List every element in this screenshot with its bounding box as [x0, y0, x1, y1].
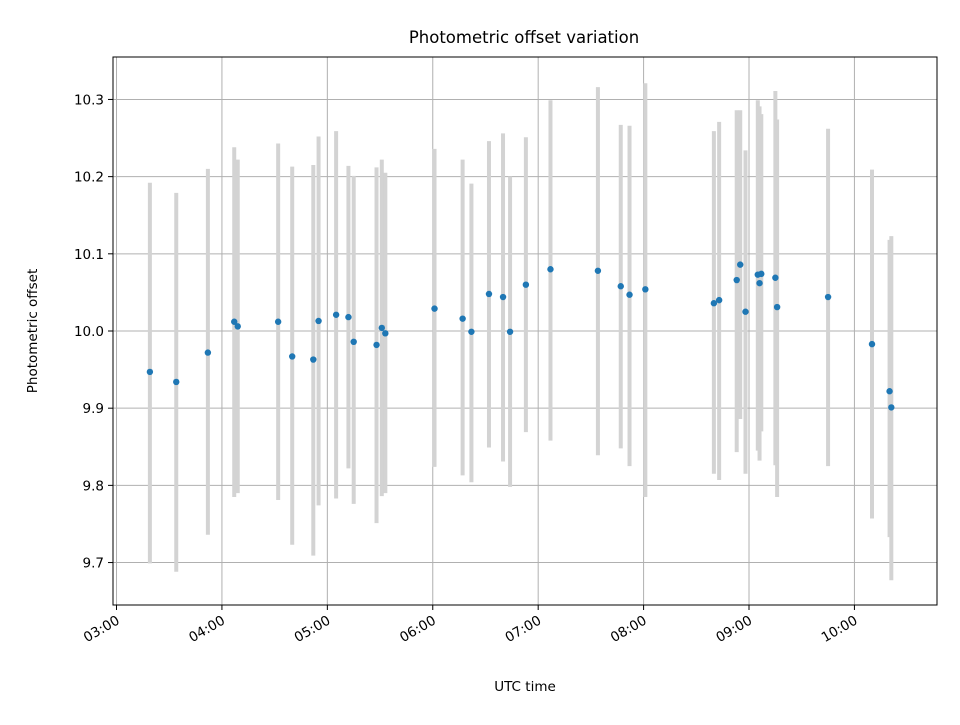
y-axis-label: Photometric offset	[25, 269, 41, 393]
x-tick-label: 08:00	[608, 613, 650, 646]
data-point	[204, 349, 212, 356]
data-point	[310, 356, 317, 363]
data-point	[468, 328, 475, 335]
data-point	[868, 340, 876, 348]
data-point	[350, 338, 357, 346]
data-point	[274, 318, 282, 325]
data-point	[499, 293, 507, 301]
x-tick-label: 03:00	[81, 613, 123, 646]
data-point	[758, 270, 765, 278]
data-point	[289, 353, 296, 360]
x-axis-label: UTC time	[494, 679, 556, 695]
y-tick-label: 10.1	[74, 247, 104, 263]
x-tick-label: 05:00	[292, 613, 334, 646]
data-point	[742, 308, 749, 315]
x-tick-label: 07:00	[502, 613, 544, 646]
data-point	[886, 388, 893, 395]
data-point	[315, 317, 322, 325]
data-point	[146, 368, 154, 376]
x-tick-label: 04:00	[186, 613, 228, 646]
data-point	[715, 296, 723, 304]
y-tick-label: 10.2	[74, 170, 104, 186]
chart-title: Photometric offset variation	[409, 28, 639, 47]
data-point	[594, 267, 602, 274]
y-tick-label: 9.8	[83, 478, 104, 494]
data-point	[522, 281, 530, 288]
data-point	[332, 311, 340, 318]
data-point	[345, 313, 352, 321]
data-point	[173, 378, 180, 386]
y-tick-label: 9.9	[83, 401, 104, 417]
data-point	[506, 328, 514, 335]
data-point	[231, 318, 238, 325]
y-tick-label: 10.3	[74, 92, 104, 108]
x-tick-label: 10:00	[819, 613, 861, 646]
data-point	[459, 315, 466, 322]
data-point	[737, 261, 744, 268]
data-point	[733, 276, 740, 284]
data-point	[431, 305, 438, 312]
data-point	[642, 286, 649, 293]
data-points	[146, 261, 895, 411]
data-point	[378, 324, 386, 332]
data-point	[382, 330, 389, 337]
data-point	[772, 274, 779, 281]
data-point	[710, 300, 718, 307]
x-tick-label: 06:00	[397, 613, 439, 646]
data-point	[888, 404, 895, 411]
y-axis: 9.7 9.8 9.9 10.0 10.1 10.2 10.3	[74, 92, 113, 572]
data-point	[373, 341, 380, 349]
error-bars	[147, 83, 894, 581]
data-point	[547, 266, 554, 273]
data-point	[234, 323, 241, 330]
data-point	[626, 291, 633, 298]
y-tick-label: 10.0	[74, 324, 104, 340]
data-point	[485, 290, 493, 298]
data-point	[824, 293, 832, 301]
data-point	[756, 279, 763, 287]
x-axis: 03:00 04:00 05:00 06:00 07:00 08:00 09:00 10:00	[81, 605, 861, 646]
x-tick-label: 09:00	[713, 613, 755, 646]
data-point	[773, 303, 781, 311]
y-tick-label: 9.7	[83, 556, 104, 572]
data-point	[617, 283, 624, 290]
